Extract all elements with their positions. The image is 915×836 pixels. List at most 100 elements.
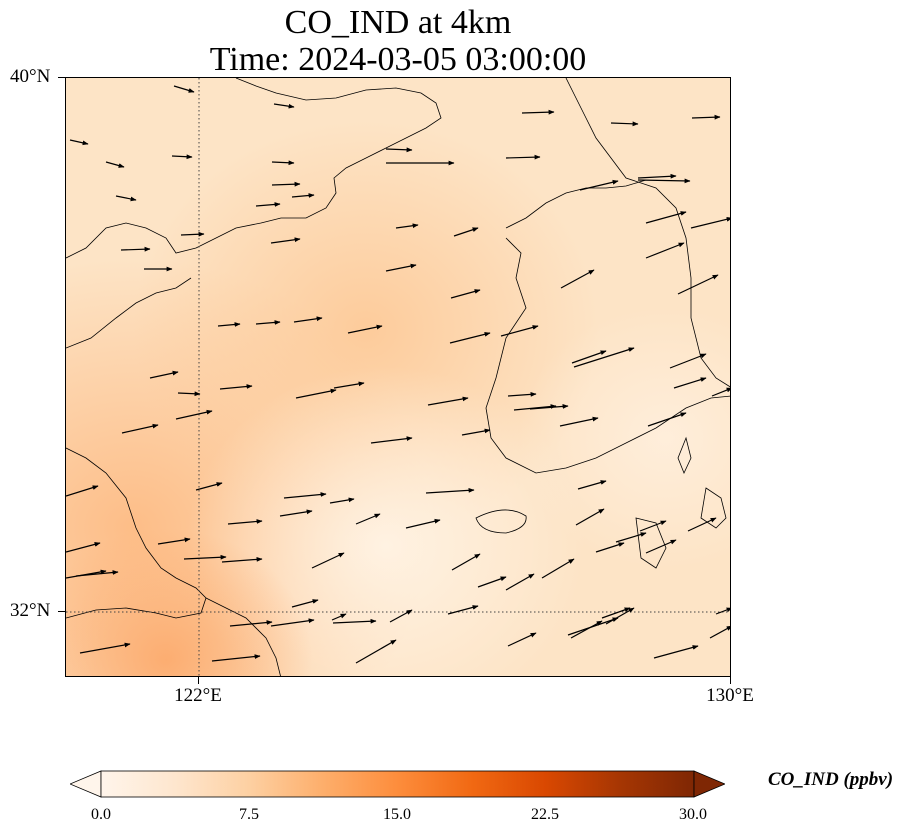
wind-arrow xyxy=(219,384,253,390)
colorbar-tick-2: 15.0 xyxy=(383,806,411,823)
wind-arrow xyxy=(715,607,730,615)
wind-arrow xyxy=(173,85,195,93)
gridlines xyxy=(66,78,730,676)
wind-arrow xyxy=(149,370,179,379)
wind-arrow xyxy=(295,388,337,399)
colorbar-extend-min xyxy=(70,770,102,798)
wind-vectors xyxy=(66,85,730,664)
wind-arrow xyxy=(610,121,639,127)
wind-arrow xyxy=(291,193,315,198)
wind-arrow xyxy=(505,573,535,591)
wind-arrow xyxy=(177,391,201,397)
wind-arrow xyxy=(507,391,537,397)
wind-arrow xyxy=(385,263,417,272)
colorbar xyxy=(70,770,725,798)
wind-arrow xyxy=(157,537,191,545)
wind-arrow xyxy=(595,542,625,553)
wind-arrow xyxy=(559,416,599,427)
wind-arrow xyxy=(639,520,667,532)
wind-arrow xyxy=(500,325,539,337)
wind-arrow xyxy=(673,377,707,389)
wind-arrow xyxy=(405,518,441,529)
wind-arrow xyxy=(447,605,479,615)
wind-arrow xyxy=(271,160,295,166)
wind-arrow xyxy=(645,539,677,554)
wind-arrow xyxy=(653,645,699,659)
wind-arrow xyxy=(571,350,607,364)
wind-arrow xyxy=(637,178,691,184)
wind-arrow xyxy=(75,570,119,577)
wind-arrow xyxy=(427,396,469,406)
wind-arrow xyxy=(709,625,730,639)
wind-arrow xyxy=(645,211,687,224)
wind-arrow xyxy=(121,423,159,434)
wind-arrow xyxy=(227,519,263,525)
colorbar-gradient xyxy=(100,770,695,798)
wind-arrow xyxy=(183,554,227,560)
wind-arrow xyxy=(579,179,619,191)
wind-arrow xyxy=(283,492,327,499)
wind-arrow xyxy=(333,381,365,389)
wind-arrow xyxy=(647,412,687,427)
wind-arrow xyxy=(637,173,677,179)
map-title: CO_IND at 4km xyxy=(284,4,512,41)
wind-arrow xyxy=(180,231,205,237)
wind-arrow xyxy=(560,269,595,289)
wind-arrow xyxy=(449,331,491,344)
concentration-map xyxy=(66,78,730,676)
coastlines xyxy=(66,78,730,676)
wind-arrow xyxy=(120,246,151,252)
colorbar-tick-4: 30.0 xyxy=(679,806,707,823)
wind-arrow xyxy=(395,223,419,229)
wind-arrow xyxy=(529,404,569,410)
map-panel xyxy=(65,77,731,677)
wind-arrow xyxy=(451,553,481,571)
wind-arrow xyxy=(291,599,319,608)
wind-arrow xyxy=(355,639,397,664)
wind-arrow xyxy=(573,347,635,368)
wind-arrow xyxy=(217,322,241,327)
x-tick-130E xyxy=(730,677,731,684)
wind-arrow xyxy=(669,353,707,369)
wind-arrow xyxy=(175,409,213,420)
wind-arrow xyxy=(601,607,631,619)
wind-arrow xyxy=(331,613,347,621)
wind-arrow xyxy=(195,482,223,491)
wind-arrow xyxy=(567,617,619,636)
wind-arrow xyxy=(453,227,479,237)
wind-arrow xyxy=(541,558,575,579)
y-tick-label-40N: 40°N xyxy=(10,66,51,87)
colorbar-tick-0: 0.0 xyxy=(91,806,111,823)
wind-arrow xyxy=(711,387,730,397)
wind-arrow xyxy=(270,237,301,244)
wind-arrow xyxy=(577,480,607,490)
wind-arrow xyxy=(461,428,491,436)
wind-arrow xyxy=(450,289,481,299)
wind-arrow xyxy=(513,404,557,411)
y-tick-label-32N: 32°N xyxy=(10,600,51,621)
y-tick-32N xyxy=(58,611,65,612)
wind-arrow xyxy=(211,654,261,662)
wind-arrow xyxy=(69,139,89,146)
wind-arrow xyxy=(355,513,381,525)
wind-arrow xyxy=(255,320,281,325)
wind-arrow xyxy=(115,195,137,202)
wind-arrow xyxy=(570,620,603,639)
wind-arrow xyxy=(293,316,323,323)
wind-arrow xyxy=(255,202,281,207)
wind-arrow xyxy=(273,103,295,109)
x-tick-label-122E: 122°E xyxy=(174,685,222,706)
colorbar-extend-max xyxy=(693,770,725,798)
wind-arrow xyxy=(507,632,537,647)
wind-arrow xyxy=(270,618,315,627)
wind-arrow xyxy=(385,147,413,153)
colorbar-label: CO_IND (ppbv) xyxy=(768,769,894,790)
wind-arrow xyxy=(347,324,383,334)
wind-arrow xyxy=(66,485,99,497)
wind-arrow xyxy=(521,109,555,115)
y-tick-40N xyxy=(58,77,65,78)
wind-arrow xyxy=(329,497,355,504)
wind-arrow xyxy=(389,609,413,623)
wind-arrow xyxy=(425,487,475,494)
wind-arrow xyxy=(221,557,263,563)
